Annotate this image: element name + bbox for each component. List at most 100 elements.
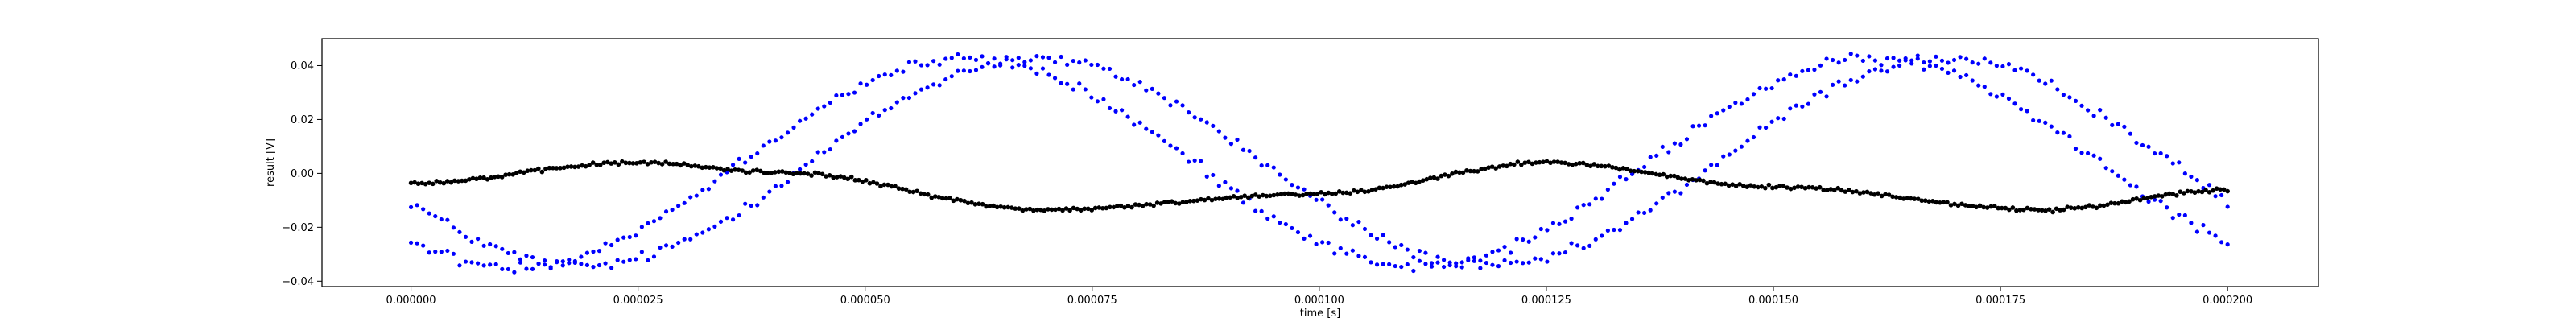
data-point [1534, 160, 1538, 165]
x-axis: 0.000000 0.000025 0.000050 0.000075 0.000100… [386, 287, 2252, 307]
data-point [1319, 190, 1323, 195]
data-point [718, 166, 723, 171]
data-point [889, 105, 894, 111]
data-point [919, 63, 924, 68]
data-point [2085, 108, 2091, 113]
data-point [1078, 208, 1084, 213]
data-point [621, 259, 626, 264]
data-point [481, 243, 486, 248]
data-point [1332, 251, 1337, 256]
data-point [2146, 144, 2151, 149]
data-point [2018, 66, 2024, 71]
data-point [560, 259, 565, 264]
data-point [1558, 160, 1564, 165]
data-point [1340, 190, 1346, 196]
data-point [603, 261, 608, 266]
data-point [460, 178, 464, 184]
data-point [918, 191, 923, 196]
data-point [1548, 160, 1553, 166]
data-point [1653, 171, 1658, 177]
data-point [539, 169, 545, 175]
data-point [1290, 183, 1294, 188]
y-tick-label: 0.00 [291, 168, 314, 180]
data-point [1600, 196, 1604, 201]
data-point [943, 76, 948, 82]
data-point [973, 57, 979, 62]
data-point [1748, 183, 1753, 188]
data-point [803, 116, 808, 121]
data-point [1453, 169, 1459, 175]
data-point [1211, 172, 1216, 178]
data-point [1204, 174, 1209, 179]
data-point [2189, 174, 2194, 180]
data-point [2122, 177, 2127, 182]
data-point [1374, 262, 1380, 267]
data-point [1776, 116, 1781, 121]
data-point [1606, 163, 1612, 168]
data-point [1001, 204, 1007, 210]
data-point [929, 195, 935, 200]
data-point [2025, 109, 2029, 114]
data-point [1228, 195, 1232, 200]
data-point [1672, 189, 1677, 194]
data-point [1356, 219, 1361, 225]
data-point [1799, 184, 1804, 190]
data-point [1083, 58, 1088, 63]
data-point [1405, 247, 1410, 252]
data-point [860, 179, 865, 184]
data-point [749, 155, 753, 159]
data-point [1326, 203, 1331, 208]
data-point [1739, 101, 1744, 106]
data-point [1690, 124, 1695, 129]
data-point [524, 254, 529, 258]
data-point [1696, 123, 1702, 128]
data-point [1885, 56, 1890, 61]
data-point [1715, 111, 1719, 116]
data-point [1297, 193, 1302, 198]
data-point [1976, 83, 1981, 88]
data-point [2091, 114, 2096, 118]
data-point [506, 171, 512, 177]
data-point [1709, 163, 1714, 167]
data-point [623, 160, 629, 166]
data-point [1411, 268, 1416, 274]
data-point [2177, 212, 2182, 217]
data-point [1737, 182, 1742, 187]
data-point [1988, 60, 1993, 65]
data-point [1393, 263, 1397, 269]
data-point [914, 188, 919, 194]
data-point [489, 175, 493, 180]
data-point [937, 62, 942, 67]
data-point [840, 93, 845, 97]
data-point [994, 204, 1000, 210]
data-point [1861, 190, 1866, 195]
data-point [773, 184, 778, 188]
data-point [1107, 105, 1113, 111]
data-point [1908, 196, 1913, 201]
data-point [706, 227, 711, 232]
data-point [834, 93, 839, 98]
data-point [758, 168, 763, 174]
data-point [1515, 159, 1521, 164]
data-point [1587, 163, 1593, 169]
data-point [543, 166, 548, 171]
data-point [514, 171, 519, 175]
data-point [1855, 53, 1860, 58]
data-point [922, 192, 927, 197]
data-point [1435, 176, 1440, 181]
data-point [1095, 62, 1100, 68]
data-point [1872, 67, 1878, 72]
data-point [1817, 184, 1823, 190]
data-point [616, 162, 621, 167]
data-point [894, 100, 899, 105]
data-point [1733, 184, 1739, 188]
data-point [1344, 251, 1349, 256]
data-point [1441, 258, 1447, 262]
x-tick-label: 0.000050 [840, 295, 890, 307]
data-point [2177, 160, 2182, 165]
data-point [1322, 192, 1327, 197]
data-point [893, 184, 898, 189]
data-point [1381, 185, 1385, 191]
data-point [767, 139, 772, 144]
data-point [676, 204, 681, 208]
